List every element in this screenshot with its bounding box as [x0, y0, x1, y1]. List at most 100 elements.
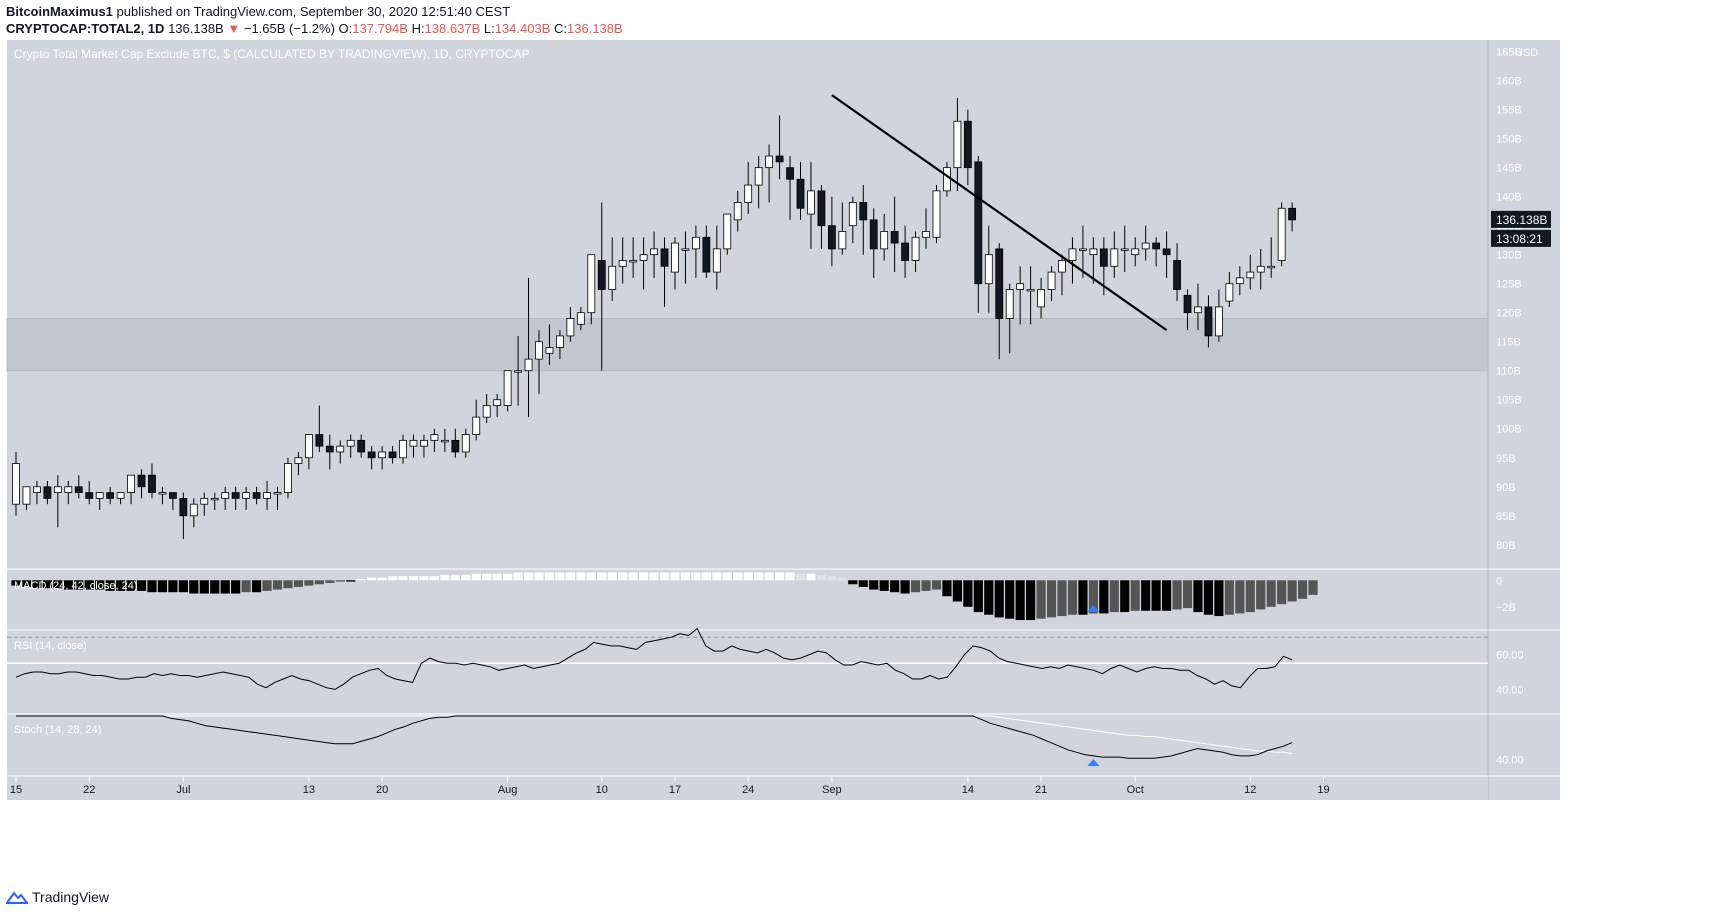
y-tick-label: 145B	[1496, 163, 1522, 175]
macd-bar	[785, 572, 795, 581]
candle-body	[1246, 271, 1255, 279]
macd-bar	[607, 572, 617, 581]
macd-bar	[555, 572, 565, 581]
macd-bar	[816, 574, 827, 581]
macd-bar	[628, 572, 638, 581]
candle-body	[12, 463, 20, 505]
candle-body	[221, 492, 230, 499]
rsi-tick-label: 40.00	[1496, 684, 1524, 696]
macd-bar	[691, 572, 701, 581]
macd-bar	[733, 572, 743, 581]
macd-bar	[597, 572, 607, 581]
macd-bar	[157, 580, 168, 593]
rsi-line	[15, 627, 1293, 690]
candle-body	[744, 184, 753, 203]
candle-body	[64, 486, 73, 493]
macd-bar	[21, 580, 32, 587]
macd-bar	[168, 580, 178, 593]
macd-bar	[942, 580, 952, 597]
macd-bar	[377, 577, 387, 581]
low-label: L:	[483, 21, 495, 36]
macd-bar	[461, 574, 471, 581]
x-tick-label: 22	[83, 784, 95, 796]
macd-bar	[1141, 580, 1151, 611]
x-tick-label: Aug	[498, 784, 518, 796]
candle-body	[325, 445, 334, 453]
close-label: C:	[554, 21, 568, 36]
candle-body	[252, 492, 261, 499]
rsi-label: RSI (14, close)	[14, 640, 87, 652]
macd-bar	[1224, 580, 1234, 615]
candle-body	[650, 248, 658, 256]
high-label: H:	[411, 21, 425, 36]
macd-bar	[1193, 580, 1203, 613]
macd-bar	[764, 572, 774, 581]
symbol-line: CRYPTOCAP:TOTAL2, 1D 136.138B ▼ −1.65B (…	[6, 21, 623, 36]
candle-body	[535, 341, 543, 360]
macd-bar	[659, 572, 670, 581]
x-tick-label: 13	[303, 784, 315, 796]
candle-body	[765, 155, 774, 169]
macd-bar	[1120, 580, 1130, 613]
candle-body	[1005, 289, 1014, 319]
signal-marker-icon	[1087, 605, 1100, 612]
candle-body	[786, 167, 794, 180]
candle-body	[1215, 306, 1223, 337]
x-tick-label: 24	[742, 784, 754, 796]
candle-body	[556, 335, 564, 348]
macd-bar	[304, 580, 314, 586]
x-tick-label: Jul	[176, 784, 190, 796]
candle-body	[43, 486, 52, 499]
candle-body	[33, 486, 41, 493]
candle-body	[1089, 248, 1098, 256]
footer-brand: TradingView	[6, 889, 109, 905]
macd-bar	[1026, 580, 1036, 621]
candle-body	[409, 439, 418, 447]
macd-bar	[314, 580, 324, 585]
macd-tick-label: 0	[1496, 575, 1502, 587]
y-tick-label: 90B	[1496, 482, 1516, 494]
candle-body	[1099, 248, 1108, 267]
candle-body	[1194, 306, 1202, 314]
candle-body	[901, 242, 909, 261]
macd-bar	[42, 580, 52, 589]
candle-body	[1277, 207, 1286, 261]
candle-body	[692, 236, 700, 250]
y-tick-label: 110B	[1496, 366, 1521, 378]
macd-bar	[576, 572, 586, 581]
macd-bar	[408, 576, 419, 581]
symbol-label: CRYPTOCAP:TOTAL2, 1D	[6, 21, 165, 36]
candle-body	[681, 248, 690, 251]
macd-bar	[32, 580, 42, 589]
candle-body	[796, 178, 805, 209]
macd-bar	[335, 580, 345, 582]
macd-bar	[921, 580, 931, 591]
macd-bar	[837, 577, 847, 581]
candle-body	[420, 439, 428, 447]
macd-bar	[1078, 580, 1088, 615]
candle-body	[179, 497, 188, 517]
macd-bar	[973, 580, 983, 613]
candle-body	[775, 155, 784, 163]
candle-body	[503, 370, 512, 406]
candle-body	[116, 492, 125, 499]
macd-bar	[994, 580, 1004, 618]
macd-bar	[367, 577, 377, 581]
candle-body	[702, 236, 711, 273]
candle-body	[367, 451, 376, 459]
macd-bar	[774, 572, 785, 581]
macd-bar	[1130, 580, 1140, 611]
candle-body	[440, 439, 449, 443]
candle-body	[984, 254, 993, 285]
publish-info: published on TradingView.com, September …	[116, 4, 511, 19]
macd-bar	[147, 580, 157, 593]
candle-body	[597, 260, 606, 290]
y-tick-label: 95B	[1496, 453, 1516, 465]
macd-bar	[126, 580, 136, 591]
author-name[interactable]: BitcoinMaximus1	[6, 4, 113, 19]
macd-bar	[869, 580, 879, 590]
footer-brand-label: TradingView	[32, 889, 110, 905]
candle-body	[566, 318, 575, 337]
macd-bar	[1088, 580, 1098, 614]
